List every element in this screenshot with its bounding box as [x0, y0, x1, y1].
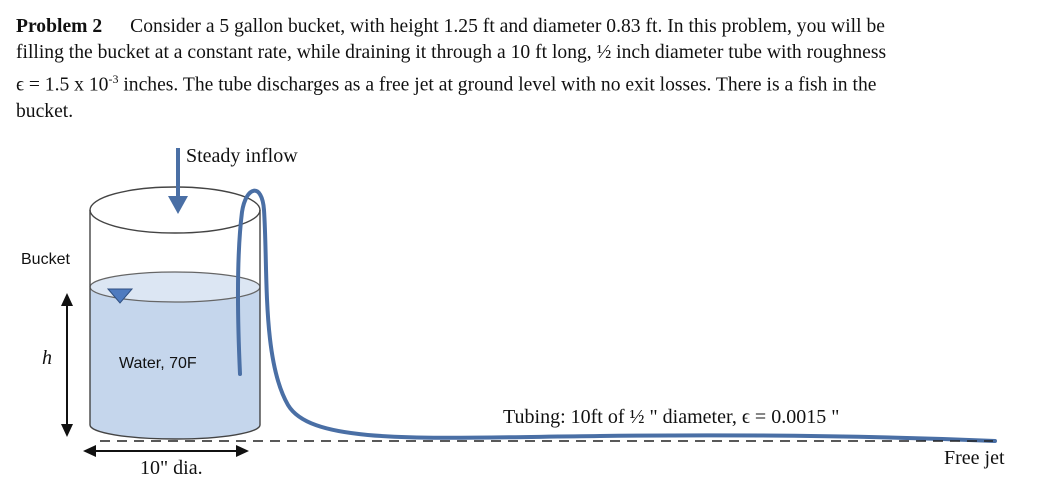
height-arrow-down-icon: [61, 424, 73, 437]
problem-line-2: filling the bucket at a constant rate, w…: [16, 42, 887, 63]
bucket-bottom: [89, 424, 261, 440]
problem-line-1-text: Consider a 5 gallon bucket, with height …: [130, 16, 885, 37]
drain-tube: [236, 188, 997, 443]
diameter-arrow-left-icon: [83, 445, 96, 457]
height-symbol: h: [42, 347, 52, 369]
water-body: [90, 287, 260, 439]
bucket-rim: [89, 186, 261, 234]
inflow-arrow-head-icon: [168, 196, 188, 214]
diameter-arrow-right-icon: [236, 445, 249, 457]
water-label: Water, 70F: [119, 355, 197, 372]
exponent: -3: [108, 72, 119, 86]
free-jet-label: Free jet: [944, 447, 1005, 469]
problem-label: Problem 2: [16, 16, 103, 37]
problem-line-4: bucket.: [16, 100, 74, 122]
tubing-label: Tubing: 10ft of ½ " diameter, ϵ = 0.0015…: [503, 406, 839, 428]
height-arrow-up-icon: [61, 293, 73, 306]
bucket-label: Bucket: [21, 251, 70, 268]
water-level-triangle-icon: [106, 288, 134, 304]
problem-statement: Problem 2 Consider a 5 gallon bucket, wit…: [16, 14, 1028, 125]
problem-line-3: ϵ = 1.5 x 10-3 inches. The tube discharg…: [16, 66, 1028, 99]
diameter-label: 10" dia.: [140, 457, 203, 479]
problem-line-3-end: inches. The tube discharges as a free je…: [118, 74, 877, 96]
problem-line-3-start: ϵ = 1.5 x 10: [16, 74, 109, 96]
inflow-label: Steady inflow: [186, 145, 298, 167]
problem-line-1: Problem 2 Consider a 5 gallon bucket, wit…: [16, 14, 1028, 40]
